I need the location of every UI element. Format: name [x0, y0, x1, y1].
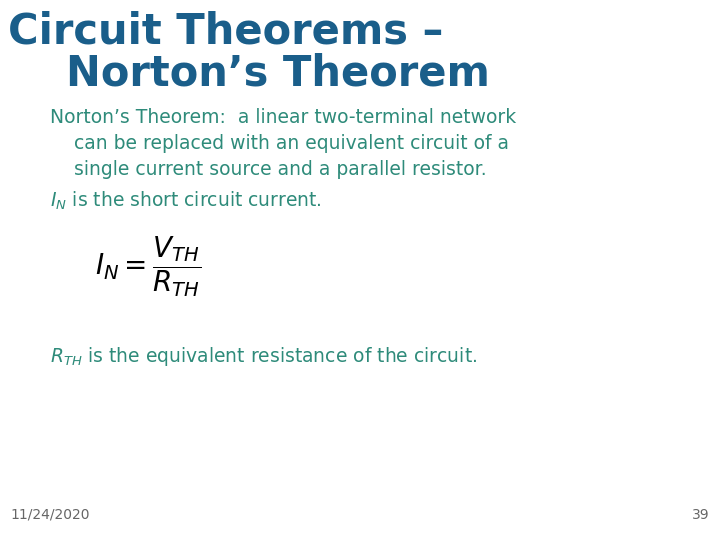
Text: can be replaced with an equivalent circuit of a: can be replaced with an equivalent circu…: [50, 134, 509, 153]
Text: 39: 39: [693, 508, 710, 522]
Text: Norton’s Theorem:  a linear two-terminal network: Norton’s Theorem: a linear two-terminal …: [50, 108, 516, 127]
Text: $I_N$ is the short circuit current.: $I_N$ is the short circuit current.: [50, 190, 322, 212]
Text: 11/24/2020: 11/24/2020: [10, 508, 89, 522]
Text: single current source and a parallel resistor.: single current source and a parallel res…: [50, 160, 487, 179]
Text: Circuit Theorems –: Circuit Theorems –: [8, 10, 444, 52]
Text: Norton’s Theorem: Norton’s Theorem: [8, 52, 490, 94]
Text: $R_{TH}$ is the equivalent resistance of the circuit.: $R_{TH}$ is the equivalent resistance of…: [50, 345, 477, 368]
Text: $I_N = \dfrac{V_{TH}}{R_{TH}}$: $I_N = \dfrac{V_{TH}}{R_{TH}}$: [95, 235, 201, 299]
